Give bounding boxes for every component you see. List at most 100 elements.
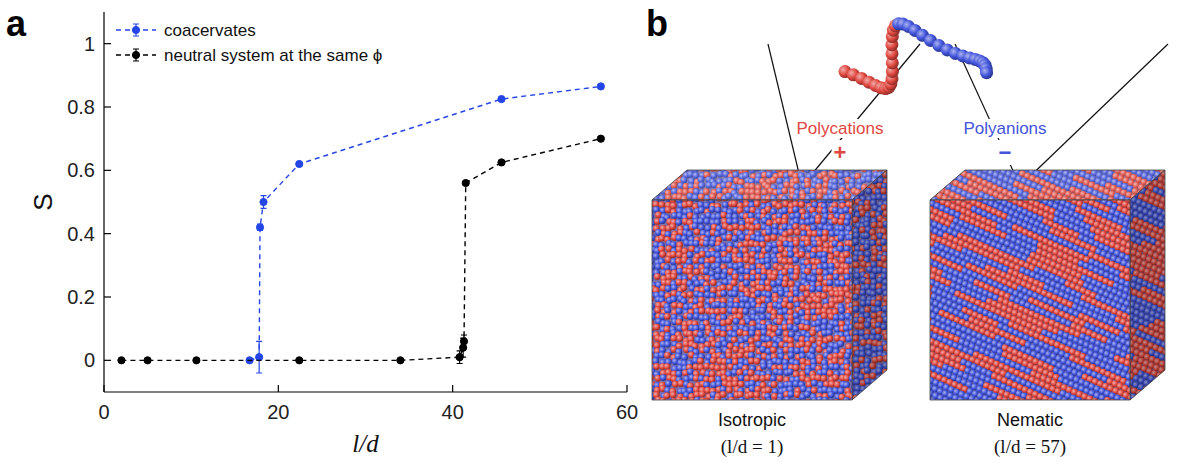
bead xyxy=(888,340,895,347)
error-bar xyxy=(257,224,263,230)
bead xyxy=(883,385,890,392)
bead xyxy=(855,178,862,185)
y-tick-label: 0 xyxy=(84,349,95,371)
bead xyxy=(754,335,761,342)
bead xyxy=(881,402,888,409)
x-tick xyxy=(626,385,627,392)
bead xyxy=(748,161,755,168)
bead xyxy=(647,161,654,168)
bead xyxy=(833,160,840,167)
bead xyxy=(888,396,895,403)
bead xyxy=(888,269,895,276)
bead xyxy=(854,160,861,167)
bead xyxy=(726,234,733,241)
bead xyxy=(776,329,783,336)
bead xyxy=(643,330,650,337)
point xyxy=(397,357,404,364)
bead xyxy=(759,307,766,314)
bead xyxy=(799,296,806,303)
bead xyxy=(826,329,833,336)
bead xyxy=(889,285,896,292)
bead xyxy=(889,251,896,258)
bead xyxy=(648,179,655,186)
bead xyxy=(647,173,654,180)
bead xyxy=(888,173,895,180)
axes: 00.20.40.60.810204060l/dS xyxy=(28,12,638,457)
bead xyxy=(864,160,871,167)
bead xyxy=(664,192,671,199)
bead xyxy=(687,189,694,196)
series-line xyxy=(250,86,601,360)
bead xyxy=(800,192,807,199)
bead xyxy=(770,208,777,215)
bead xyxy=(851,160,858,167)
bead xyxy=(644,171,651,178)
bead xyxy=(838,162,845,169)
bead xyxy=(759,160,766,167)
bead xyxy=(889,350,896,357)
error-bar xyxy=(256,341,262,373)
bead xyxy=(670,273,677,280)
bead xyxy=(889,363,896,370)
x-tick-label: 0 xyxy=(98,401,109,423)
bead xyxy=(850,248,857,255)
bead xyxy=(739,189,746,196)
bead xyxy=(664,161,671,168)
bead xyxy=(770,281,777,288)
bead xyxy=(659,172,666,179)
point xyxy=(144,357,151,364)
bead xyxy=(739,234,746,241)
bead xyxy=(867,159,874,166)
bead xyxy=(843,188,850,195)
bead xyxy=(749,346,756,353)
bead xyxy=(834,335,841,342)
bead xyxy=(692,189,699,196)
bead xyxy=(731,200,738,207)
bead xyxy=(699,324,706,331)
bead xyxy=(887,375,894,382)
bead xyxy=(687,251,694,258)
bead xyxy=(675,258,682,265)
bead xyxy=(722,160,729,167)
bead xyxy=(838,268,845,275)
bead xyxy=(688,246,695,253)
bead xyxy=(709,206,716,213)
bead xyxy=(850,285,857,292)
bead xyxy=(680,284,687,291)
bead xyxy=(704,285,711,292)
bead xyxy=(793,161,800,168)
bead xyxy=(676,190,683,197)
bead xyxy=(829,190,836,197)
zoom-lines xyxy=(768,44,1168,186)
bead xyxy=(644,189,651,196)
bead xyxy=(694,228,701,235)
bead xyxy=(855,159,862,166)
bead xyxy=(772,161,779,168)
bead xyxy=(833,274,840,281)
simulation-box xyxy=(641,159,897,409)
bead xyxy=(704,218,711,225)
bead xyxy=(850,191,857,198)
bead xyxy=(765,196,772,203)
bead xyxy=(643,247,650,254)
bead xyxy=(888,184,895,191)
x-tick xyxy=(278,385,279,392)
bead xyxy=(642,161,649,168)
point xyxy=(256,224,263,231)
bead xyxy=(850,335,857,342)
bead xyxy=(765,246,772,253)
bead xyxy=(877,397,884,404)
bead xyxy=(670,335,677,342)
bead xyxy=(888,201,895,208)
bead xyxy=(642,274,649,281)
bead xyxy=(764,235,771,242)
bead xyxy=(647,352,654,359)
bead xyxy=(664,307,671,314)
bead xyxy=(827,161,834,168)
y-tick xyxy=(104,296,111,297)
bead xyxy=(839,314,846,321)
bead xyxy=(670,251,677,258)
bead xyxy=(658,178,665,185)
point xyxy=(597,135,604,142)
y-tick-label: 0.4 xyxy=(67,223,95,245)
